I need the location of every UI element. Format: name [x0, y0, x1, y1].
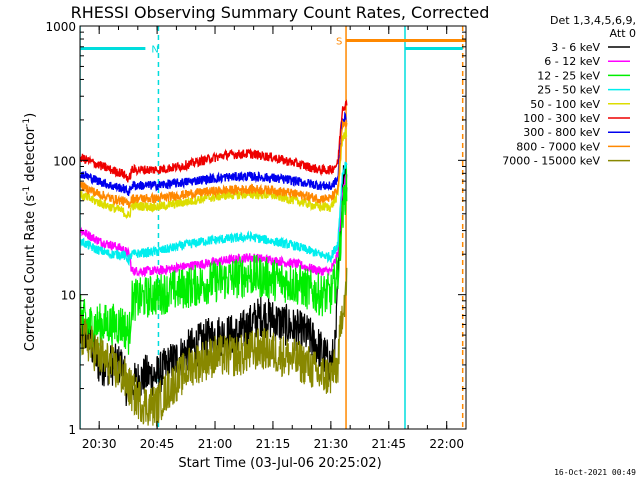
- axes: 1 10 100 1000 20:30 20:45 21:00 21:15 21:30 21:45…: [45, 20, 467, 451]
- legend-header-attenuator: Att 0: [610, 27, 636, 40]
- legend-header-detectors: Det 1,3,4,5,6,9,: [550, 14, 636, 27]
- x-tick-label-3: 21:15: [256, 437, 291, 451]
- x-tick-label-0: 20:30: [82, 437, 117, 451]
- series-line-2: [80, 164, 348, 355]
- legend-label-3: 25 - 50 keV: [537, 84, 600, 97]
- data-series: [80, 99, 348, 427]
- series-line-3: [80, 161, 348, 267]
- y-tick-label-1: 10: [61, 289, 76, 303]
- legend-label-0: 3 - 6 keV: [551, 41, 600, 54]
- legend-label-5: 100 - 300 keV: [523, 112, 600, 125]
- legend-label-6: 300 - 800 keV: [523, 126, 600, 139]
- y-tick-label-0: 1: [68, 423, 76, 437]
- time-markers: [80, 26, 464, 429]
- x-tick-label-6: 22:00: [429, 437, 464, 451]
- y-tick-label-3: 1000: [45, 20, 76, 34]
- generation-timestamp: 16-Oct-2021 00:49: [554, 468, 636, 477]
- legend-label-8: 7000 - 15000 keV: [502, 155, 600, 168]
- state-bar-label-1: S: [336, 36, 342, 47]
- legend-label-7: 800 - 7000 keV: [516, 140, 600, 153]
- legend-label-1: 6 - 12 keV: [544, 55, 600, 68]
- y-tick-label-2: 100: [53, 154, 76, 168]
- state-bar-label-0: N: [151, 44, 158, 55]
- series-line-4: [80, 127, 348, 220]
- x-tick-label-4: 21:30: [314, 437, 349, 451]
- series-line-7: [80, 119, 348, 209]
- x-tick-label-1: 20:45: [140, 437, 175, 451]
- legend-label-4: 50 - 100 keV: [530, 98, 600, 111]
- series-line-8: [80, 267, 348, 427]
- x-tick-label-5: 21:45: [371, 437, 406, 451]
- x-axis-label: Start Time (03-Jul-06 20:25:02): [178, 456, 381, 471]
- series-line-6: [80, 111, 348, 197]
- chart-title: RHESSI Observing Summary Count Rates, Co…: [71, 3, 490, 22]
- state-bars: [80, 38, 466, 50]
- legend-label-2: 12 - 25 keV: [537, 69, 600, 82]
- x-tick-label-2: 21:00: [198, 437, 233, 451]
- y-axis-label: Corrected Count Rate (s-1 detector-1): [22, 113, 38, 351]
- series-line-5: [80, 99, 348, 183]
